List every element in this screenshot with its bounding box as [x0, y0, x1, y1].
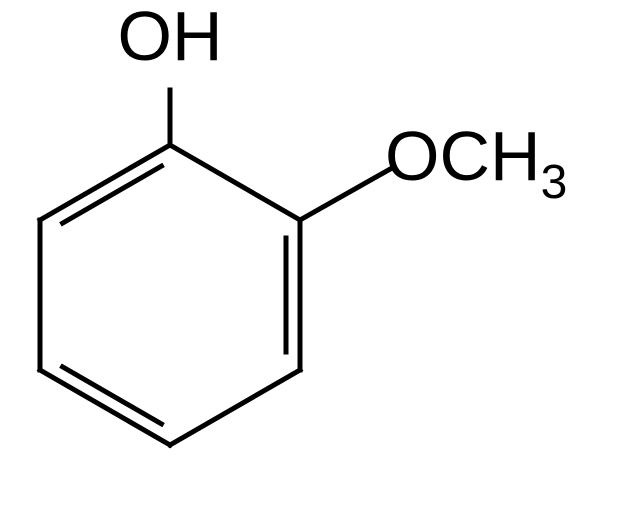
label-och3: OCH3 [385, 117, 567, 209]
label-oh: OH [118, 0, 223, 75]
bond [170, 145, 300, 220]
molecule-diagram: OH OCH3 [0, 0, 640, 507]
bond [40, 370, 170, 445]
bond [40, 145, 170, 220]
bond [300, 169, 391, 220]
bond [63, 367, 162, 424]
bond [170, 370, 300, 445]
bond [63, 166, 162, 223]
